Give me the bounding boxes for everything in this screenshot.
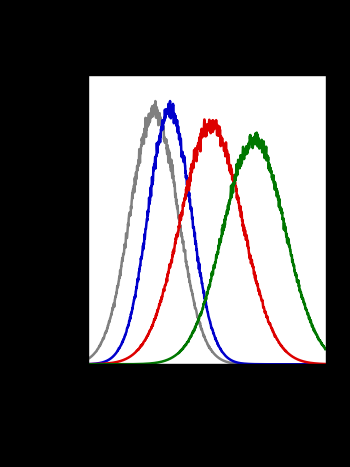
- Text: Phospho-CRKL (Y207): Phospho-CRKL (Y207): [96, 407, 300, 425]
- Y-axis label: Events: Events: [52, 188, 70, 251]
